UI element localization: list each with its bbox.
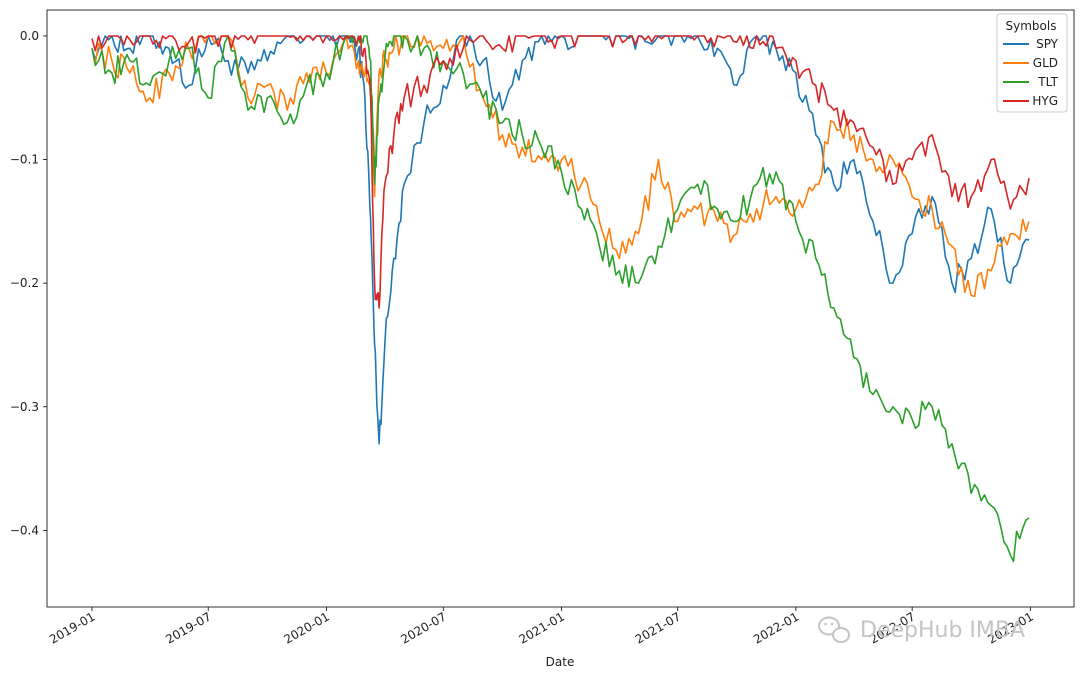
x-tick-label: 2021-01: [517, 609, 567, 646]
x-axis-label: Date: [546, 655, 575, 669]
x-tick-label: 2022-01: [751, 609, 801, 646]
legend-label-spy: SPY: [1036, 37, 1059, 51]
series-line-gld: [91, 35, 1030, 298]
legend: Symbols SPY GLD TLT HYG: [996, 13, 1068, 113]
x-tick-label: 2019-07: [163, 609, 213, 646]
y-tick-label: −0.2: [10, 276, 39, 290]
legend-label-tlt: TLT: [1037, 75, 1058, 89]
legend-title: Symbols: [1006, 19, 1057, 33]
y-tick-label: −0.1: [10, 153, 39, 167]
watermark-text: DeepHub IMBA: [860, 618, 1025, 643]
legend-label-gld: GLD: [1033, 56, 1058, 70]
y-axis: 0.0 −0.1 −0.2 −0.3 −0.4: [10, 29, 47, 537]
watermark: DeepHub IMBA: [818, 616, 1025, 643]
x-tick-label: 2021-07: [633, 609, 683, 646]
legend-entries: SPY GLD TLT HYG: [1003, 37, 1059, 108]
series-line-hyg: [91, 35, 1030, 309]
y-tick-label: 0.0: [20, 29, 39, 43]
wechat-logo-icon: [818, 616, 850, 643]
series-line-spy: [91, 35, 1030, 445]
y-tick-label: −0.4: [10, 523, 39, 537]
y-tick-label: −0.3: [10, 400, 39, 414]
x-tick-label: 2019-01: [47, 609, 97, 646]
x-tick-label: 2020-01: [281, 609, 331, 646]
plot-frame: [46, 9, 1075, 608]
series-line-tlt: [91, 35, 1030, 563]
legend-label-hyg: HYG: [1032, 94, 1058, 108]
legend-box: [996, 13, 1068, 113]
x-tick-label: 2020-07: [398, 609, 448, 646]
series-layer: [91, 35, 1030, 563]
plot-area: [47, 10, 1074, 607]
